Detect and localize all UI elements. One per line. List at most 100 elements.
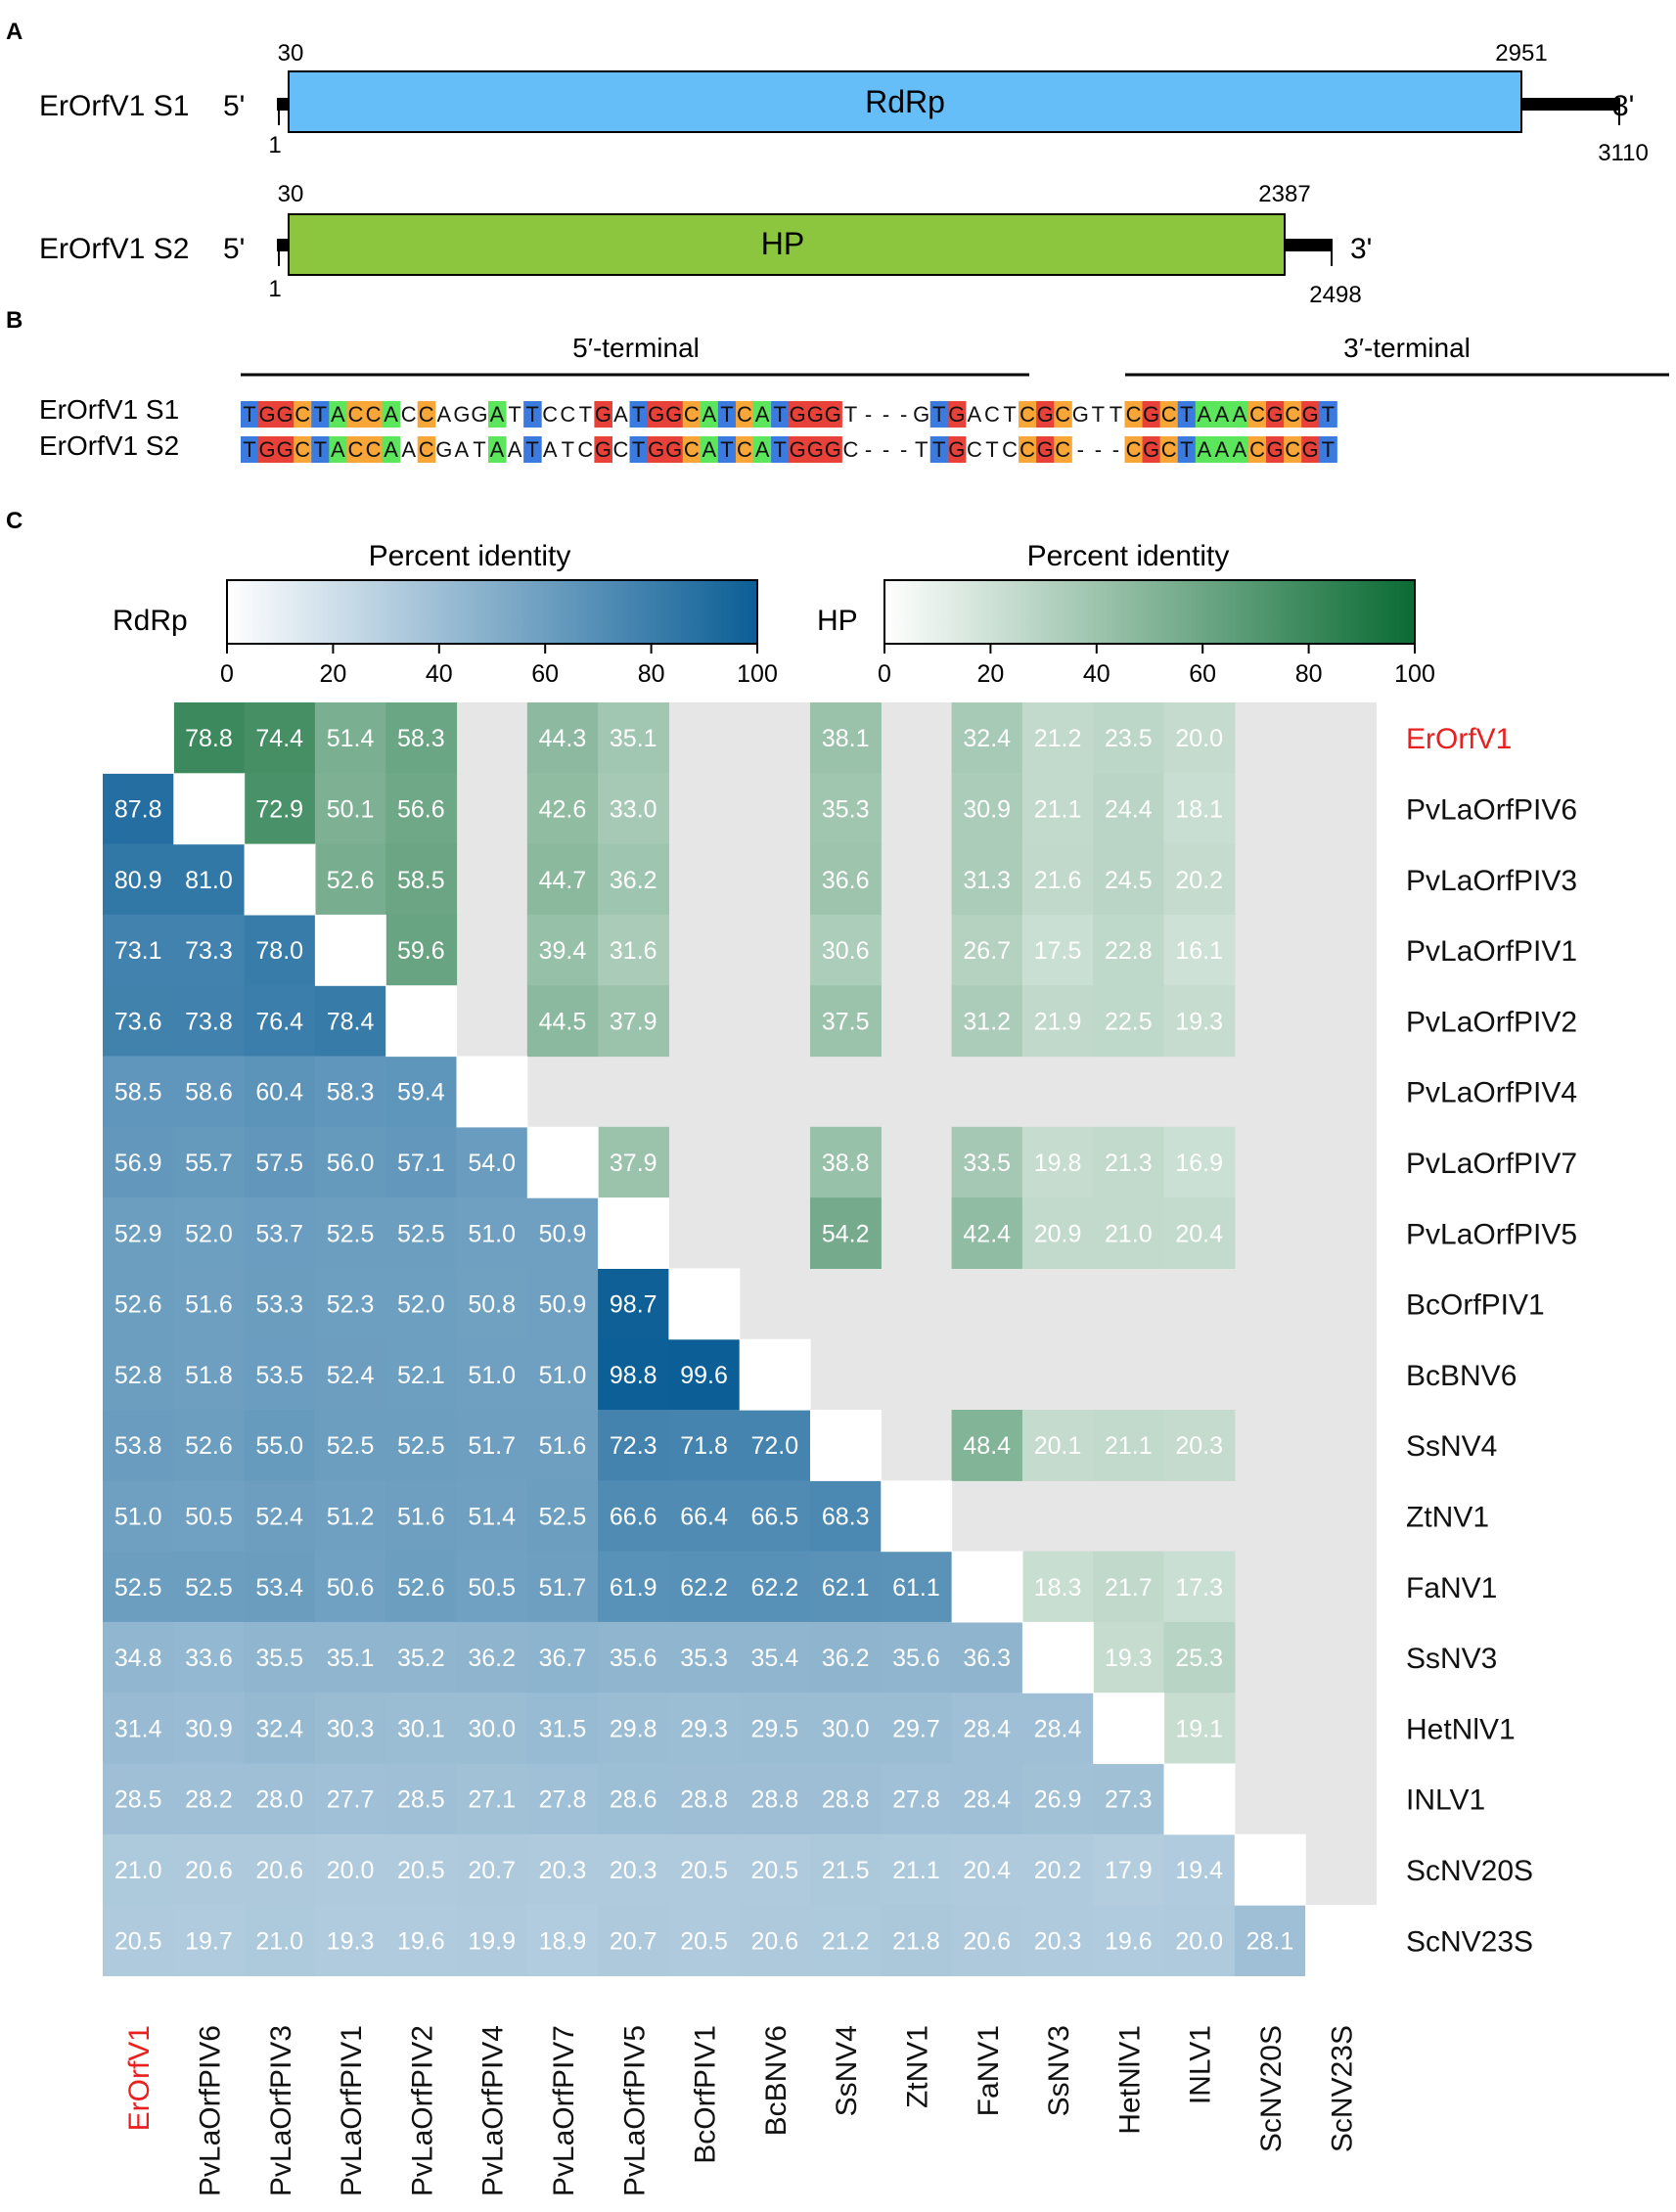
alignment-base: T [773,402,786,427]
figure: A ErOrfV1 S1 5' RdRp 3' 1 30 2951 3110 E… [0,0,1676,2212]
heatmap-value-rdrp: 19.4 [1175,1857,1223,1884]
heatmap-value-hp: 21.1 [1105,1432,1153,1460]
heatmap-cell-diagonal [1235,1834,1306,1906]
alignment-base: C [684,402,700,427]
alignment-base: A [490,437,505,462]
heatmap-row-label: INLV1 [1406,1784,1485,1817]
identity-heatmap: 87.8 80.9 81.0 73.1 73.3 78.0 73.6 73.8 76.4 78.4… [103,702,1377,1976]
heatmap-value-hp: 21.9 [1034,1008,1082,1035]
heatmap-value-rdrp: 28.8 [751,1786,799,1814]
heatmap-value-rdrp: 30.3 [327,1715,375,1742]
heatmap-cell-empty [881,1268,952,1339]
heatmap-value-hp: 19.1 [1175,1715,1223,1742]
alignment-base: A [331,437,345,462]
alignment-base: G [1302,437,1319,462]
alignment-base: C [967,437,982,462]
alignment-base: C [984,402,1000,427]
heatmap-value-hp: 20.3 [1175,1432,1223,1460]
alignment-base: - [883,402,889,427]
alignment-base: T [525,402,538,427]
heatmap-cell-empty [668,702,740,774]
alignment-base: C [401,402,417,427]
heatmap-value-rdrp: 60.4 [255,1079,303,1106]
rdrp-tick-label: 60 [531,660,559,688]
heatmap-cell-empty [881,1197,952,1269]
heatmap-value-hp: 39.4 [539,937,587,965]
heatmap-value-rdrp: 35.4 [751,1645,799,1672]
alignment-base: G [471,402,487,427]
heatmap-value-rdrp: 36.7 [539,1645,587,1672]
heatmap-value-hp: 42.6 [539,795,587,823]
heatmap-value-rdrp: 21.1 [892,1857,940,1884]
heatmap-value-rdrp: 51.4 [468,1503,516,1530]
heatmap-cell-empty [1305,844,1377,916]
heatmap-value-rdrp: 53.3 [255,1291,303,1319]
heatmap-value-rdrp: 66.6 [610,1503,657,1530]
heatmap-cell-empty [1235,1410,1306,1481]
heatmap-cell-empty [1305,1268,1377,1339]
alignment-base: C [1249,402,1265,427]
heatmap-value-hp: 24.5 [1105,867,1153,894]
panel-label-b: B [6,307,23,334]
alignment-base: C [1126,402,1142,427]
alignment-base: T [1180,402,1193,427]
alignment-base: - [1095,437,1102,462]
heatmap-cell-diagonal [1164,1764,1236,1835]
heatmap-row-label: PvLaOrfPIV1 [1406,935,1577,968]
heatmap-value-rdrp: 20.7 [468,1857,516,1884]
heatmap-value-rdrp: 55.0 [255,1432,303,1460]
heatmap-column-labels: ErOrfV1 PvLaOrfPIV6 PvLaOrfPIV3 PvLaOrfPIV1… [123,2025,1358,2196]
heatmap-row-labels: ErOrfV1PvLaOrfPIV6PvLaOrfPIV3PvLaOrfPIV1… [1406,723,1577,1958]
heatmap-value-rdrp: 33.6 [185,1645,233,1672]
heatmap-cell-empty [810,1057,882,1128]
heatmap-value-hp: 42.4 [963,1220,1011,1247]
hp-color-legend: Percent identity HP 0 20 40 60 80 100 [817,540,1435,688]
heatmap-value-hp: 52.6 [327,867,375,894]
heatmap-cell-empty [1164,1268,1236,1339]
heatmap-value-hp: 23.5 [1105,725,1153,752]
heatmap-value-rdrp: 20.3 [1034,1927,1082,1955]
alignment-base: T [720,402,733,427]
heatmap-value-rdrp: 55.7 [185,1150,233,1177]
heatmap-row-label: ErOrfV1 [1406,723,1512,755]
alignment-label-s2: ErOrfV1 S2 [39,430,179,461]
alignment-base: - [865,437,872,462]
heatmap-value-rdrp: 34.8 [114,1645,162,1672]
five-terminal-label: 5′-terminal [572,333,700,363]
heatmap-value-rdrp: 52.5 [539,1503,587,1530]
rdrp-tick-label: 20 [319,660,346,688]
alignment-base: T [632,437,645,462]
alignment-base: C [1285,402,1300,427]
heatmap-value-rdrp: 31.5 [539,1715,587,1742]
heatmap-cell-diagonal [103,702,174,774]
heatmap-value-hp: 20.0 [1175,725,1223,752]
heatmap-cell-empty [952,1268,1023,1339]
heatmap-cell-empty [668,915,740,986]
heatmap-value-rdrp: 51.6 [539,1432,587,1460]
heatmap-value-rdrp: 20.0 [327,1857,375,1884]
heatmap-value-rdrp: 18.9 [539,1927,587,1955]
heatmap-value-rdrp: 20.6 [255,1857,303,1884]
heatmap-cell-empty [881,844,952,916]
heatmap-cell-empty [668,1127,740,1198]
heatmap-value-rdrp: 52.0 [397,1291,445,1319]
heatmap-cell-empty [668,1197,740,1269]
heatmap-value-rdrp: 51.0 [539,1362,587,1389]
heatmap-column-label: ErOrfV1 [123,2025,156,2131]
heatmap-value-rdrp: 28.5 [114,1786,162,1814]
heatmap-value-hp: 38.8 [822,1150,870,1177]
alignment-base: A [384,402,398,427]
heatmap-value-rdrp: 72.3 [610,1432,657,1460]
alignment-base: G [1302,402,1319,427]
heatmap-value-hp: 31.6 [610,937,657,965]
alignment-base: T [932,402,945,427]
heatmap-value-rdrp: 20.6 [963,1927,1011,1955]
heatmap-column-label: PvLaOrfPIV6 [194,2025,226,2196]
heatmap-value-hp: 72.9 [255,795,303,823]
heatmap-value-rdrp: 28.2 [185,1786,233,1814]
segment-s1-start: 1 [268,132,281,158]
alignment-base: - [900,402,907,427]
heatmap-value-hp: 20.1 [1034,1432,1082,1460]
alignment-base: C [294,437,310,462]
heatmap-value-rdrp: 20.6 [751,1927,799,1955]
